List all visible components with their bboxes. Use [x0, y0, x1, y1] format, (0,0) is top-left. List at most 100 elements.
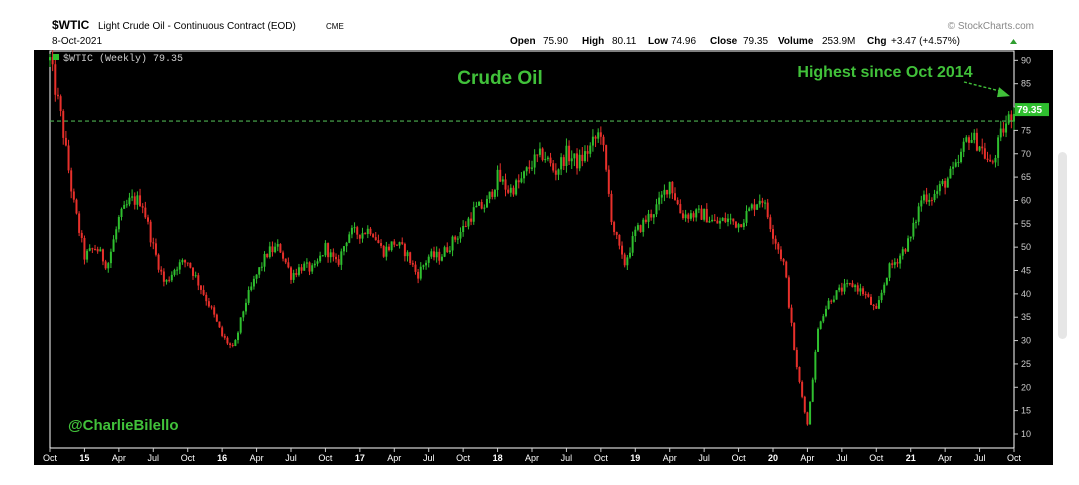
candle-body: [144, 207, 147, 218]
candle-body: [525, 167, 528, 172]
candle-body: [538, 148, 541, 155]
candle-body: [663, 189, 666, 195]
candle-body: [311, 265, 314, 272]
candle-body: [652, 214, 655, 218]
candle-body: [91, 248, 94, 250]
candle-body: [599, 132, 602, 137]
candle-body: [385, 246, 388, 257]
candle-body: [893, 262, 896, 265]
candle-body: [496, 169, 499, 190]
candle-body: [697, 208, 700, 210]
candle-body: [329, 252, 332, 258]
x-tick-label: Jul: [836, 453, 848, 463]
x-tick-label: Jul: [148, 453, 160, 463]
candle-body: [340, 251, 343, 265]
candle-body: [838, 287, 841, 291]
candle-body: [107, 263, 110, 269]
close-value: 79.35: [743, 36, 768, 47]
y-tick-label: 75: [1021, 125, 1031, 135]
candle-body: [960, 151, 963, 163]
candle-body: [226, 337, 229, 344]
candle-body: [716, 220, 719, 224]
quote-bar: Open 75.90 High 80.11 Low 74.96 Close 79…: [510, 36, 1017, 47]
candle-body: [981, 146, 984, 149]
x-tick-label: Apr: [387, 453, 401, 463]
candle-body: [975, 132, 978, 151]
low-label: Low: [648, 36, 668, 47]
candle-body: [398, 242, 401, 246]
crude-oil-chart: $WTIC Light Crude Oil - Continuous Contr…: [34, 16, 1053, 463]
candle-body: [350, 227, 353, 235]
candle-body: [181, 260, 184, 263]
candle-body: [353, 227, 356, 229]
candle-body: [478, 201, 481, 206]
candle-body: [104, 261, 107, 269]
x-tick-label: Oct: [181, 453, 196, 463]
candle-body: [62, 111, 65, 138]
y-tick-label: 60: [1021, 195, 1031, 205]
scrollbar[interactable]: [1058, 152, 1067, 339]
x-tick-label: Oct: [869, 453, 884, 463]
y-tick-label: 70: [1021, 149, 1031, 159]
x-tick-label: Oct: [43, 453, 58, 463]
candle-body: [647, 213, 650, 222]
annotation-arrowhead-icon: [997, 87, 1010, 98]
candle-body: [125, 204, 128, 206]
candle-body: [430, 251, 433, 257]
candle-body: [655, 204, 658, 215]
candle-body: [769, 217, 772, 230]
y-tick-label: 10: [1021, 429, 1031, 439]
candle-body: [809, 401, 812, 425]
candle-body: [358, 234, 361, 239]
y-tick-label: 15: [1021, 406, 1031, 416]
chart-frame: $WTIC Light Crude Oil - Continuous Contr…: [34, 16, 1053, 465]
candle-body: [830, 300, 833, 302]
candle-body: [462, 225, 465, 233]
x-tick-label: 19: [630, 453, 640, 463]
candle-body: [983, 148, 986, 159]
candle-body: [970, 139, 973, 143]
candle-body: [120, 208, 123, 218]
candle-body: [348, 234, 351, 243]
candle-body: [207, 301, 210, 307]
candle-body: [356, 227, 359, 235]
candle-body: [517, 180, 520, 183]
chart-date: 8-Oct-2021: [52, 36, 102, 47]
candle-body: [965, 137, 968, 142]
candle-body: [417, 271, 420, 279]
candle-body: [907, 238, 910, 252]
candle-body: [750, 204, 753, 209]
candle-body: [54, 64, 57, 95]
candle-body: [276, 244, 279, 247]
candle-body: [133, 196, 136, 205]
candle-body: [668, 181, 671, 195]
candle-body: [549, 157, 552, 164]
candle-body: [178, 262, 181, 270]
candle-body: [734, 221, 737, 228]
candle-body: [324, 243, 327, 256]
candle-body: [554, 170, 557, 175]
candle-body: [364, 233, 367, 235]
candle-body: [186, 262, 189, 264]
candle-body: [660, 194, 663, 198]
candle-body: [793, 322, 796, 350]
candle-body: [459, 232, 462, 239]
candle-body: [345, 242, 348, 247]
candle-body: [642, 219, 645, 232]
candle-body: [557, 169, 560, 175]
candle-body: [433, 251, 436, 258]
candle-body: [851, 283, 854, 288]
candle-body: [798, 367, 801, 382]
candle-body: [387, 246, 390, 251]
candle-body: [565, 145, 568, 166]
candle-body: [901, 249, 904, 256]
candle-body: [774, 238, 777, 244]
candle-body: [700, 208, 703, 220]
candle-body: [244, 302, 247, 312]
candle-body: [899, 255, 902, 264]
candle-body: [546, 157, 549, 160]
candle-body: [634, 229, 637, 237]
candle-body: [875, 305, 878, 309]
candle-body: [962, 141, 965, 152]
volume-value: 253.9M: [822, 36, 855, 47]
